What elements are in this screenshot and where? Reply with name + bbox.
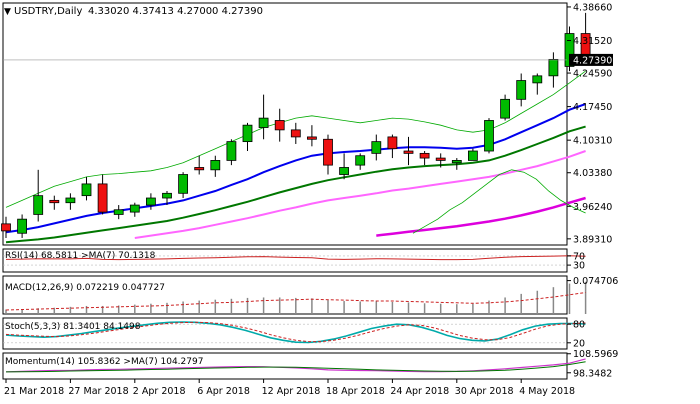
macd-signal-line [5, 292, 586, 311]
pane-frame-0 [2, 2, 568, 246]
candle-up [500, 98, 511, 119]
pane-frame-3 [2, 317, 568, 350]
candle-down [194, 167, 205, 171]
candle-up [210, 160, 221, 171]
candle-up [355, 155, 366, 166]
rsi-title: RSI(14) 68.5811 >MA(7) 70.1318 [5, 251, 156, 261]
candle-down [387, 136, 398, 150]
x-tick-label: 24 Apr 2018 [390, 386, 449, 397]
x-tick-label: 2 Apr 2018 [133, 386, 186, 397]
x-tick-label: 21 Mar 2018 [4, 386, 64, 397]
candle-up [162, 192, 172, 199]
candle-up [532, 75, 543, 84]
candle-down [49, 199, 60, 204]
overlay-line-ma_long [376, 196, 586, 237]
pane-frame-2 [2, 275, 568, 315]
x-tick-label: 12 Apr 2018 [262, 386, 321, 397]
overlay-line-band [412, 169, 586, 234]
x-tick-label: 6 Apr 2018 [197, 386, 250, 397]
candle-down [403, 150, 414, 154]
momentum-tick-label: 98.3482 [573, 368, 612, 379]
stoch-tick-label: 20 [573, 338, 585, 349]
candle-up [258, 117, 269, 128]
candle-up [451, 160, 462, 164]
stoch-title: Stoch(5,3,3) 81.3401 84.1498 [5, 322, 141, 332]
candle-up [145, 197, 156, 206]
current-price-tag [569, 53, 613, 66]
momentum-title: Momentum(14) 105.8362 >MA(7) 104.2797 [5, 357, 203, 367]
y-tick-label: 3.89310 [573, 234, 612, 245]
candle-up [564, 33, 575, 67]
y-tick-label: 4.31520 [573, 36, 612, 47]
stoch-main-line [5, 321, 586, 344]
current-price-label: 4.27390 [573, 55, 612, 66]
momentum-line [5, 358, 586, 373]
y-tick-label: 3.96240 [573, 202, 612, 213]
macd-tick-label: 0.074706 [573, 276, 618, 287]
ohlc-readout: 4.33020 4.37413 4.27000 4.27390 [88, 6, 263, 17]
candle-down [1, 223, 11, 232]
x-tick-label: 18 Apr 2018 [326, 386, 385, 397]
pane-frame-1 [2, 248, 568, 273]
candle-up [65, 197, 76, 204]
candle-up [467, 150, 478, 161]
candle-down [419, 152, 430, 159]
momentum-tick-label: 108.5969 [573, 349, 618, 360]
candle-up [33, 195, 44, 215]
pane-frame-4 [2, 352, 568, 380]
chart-title: USDTRY,Daily [14, 6, 82, 17]
candle-down [290, 129, 301, 138]
candle-down [274, 120, 285, 131]
x-tick-label: 30 Apr 2018 [455, 386, 514, 397]
overlay-line-ma_slow [134, 150, 586, 239]
arrow-icon: ▼ [4, 7, 11, 17]
candle-up [178, 174, 189, 194]
candle-up [17, 218, 28, 234]
stoch-signal-line [5, 321, 586, 343]
candle-up [242, 124, 253, 143]
rsi-tick-label: 30 [573, 261, 585, 272]
candle-down [97, 183, 108, 213]
candle-down [435, 157, 446, 161]
candle-down [323, 138, 333, 166]
candle-up [484, 120, 494, 152]
rsi-tick-label: 70 [573, 251, 585, 262]
y-tick-label: 4.10310 [573, 136, 612, 147]
candle-up [516, 80, 527, 100]
candle-down [306, 136, 317, 140]
stoch-tick-label: 80 [573, 320, 585, 331]
candle-up [129, 204, 140, 213]
candle-up [81, 183, 92, 197]
momentum-ma-line [5, 361, 586, 373]
y-tick-label: 4.03380 [573, 168, 612, 179]
macd-title: MACD(12,26,9) 0.072219 0.047727 [5, 283, 165, 293]
overlay-line-ma_mid [5, 125, 586, 244]
candle-up [339, 167, 350, 175]
y-tick-label: 4.17450 [573, 102, 612, 113]
y-tick-label: 4.38660 [573, 2, 612, 13]
y-tick-label: 4.24590 [573, 69, 612, 80]
candle-up [371, 141, 382, 154]
rsi-line [5, 255, 586, 261]
candle-up [113, 209, 124, 215]
x-tick-label: 27 Mar 2018 [68, 386, 128, 397]
x-tick-label: 4 May 2018 [519, 386, 575, 397]
candle-up [548, 58, 559, 77]
candle-up [226, 141, 237, 161]
